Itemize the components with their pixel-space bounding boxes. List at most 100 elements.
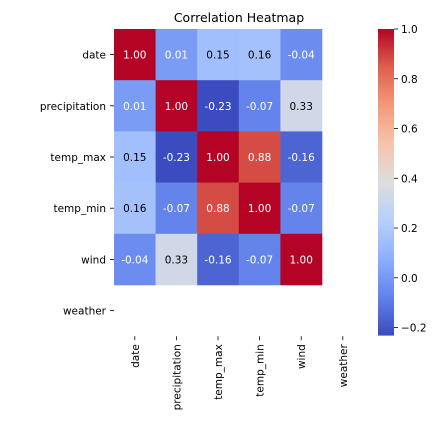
- colorbar-segment: [378, 171, 394, 175]
- colorbar-segment: [378, 284, 394, 288]
- colorbar-segment: [378, 82, 394, 86]
- column-label: wind: [296, 344, 308, 369]
- heatmap-cell: [114, 29, 156, 81]
- colorbar-segment: [378, 289, 394, 293]
- colorbar: 1.0 0.8 0.6 0.4 0.2 0.0 −0.2: [378, 24, 427, 336]
- colorbar-segment: [378, 92, 394, 96]
- heatmap-cell: [238, 182, 281, 235]
- colorbar-segment: [378, 202, 394, 206]
- colorbar-segment: [378, 324, 394, 328]
- colorbar-segment: [378, 235, 394, 239]
- heatmap-cell: [114, 80, 156, 132]
- heatmap-cell: [197, 233, 240, 286]
- colorbar-segment: [378, 164, 394, 168]
- colorbar-segment: [378, 59, 394, 63]
- heatmap-cell: [197, 29, 240, 81]
- heatmap-cell: [280, 29, 323, 81]
- colorbar-segment: [378, 148, 394, 152]
- colorbar-segment: [378, 225, 394, 229]
- cell-annotation: -0.16: [288, 152, 315, 164]
- colorbar-segment: [378, 41, 394, 45]
- heatmap-cell: [155, 80, 198, 132]
- colorbar-tick-label: 0.0: [401, 273, 418, 285]
- cell-annotation: 0.88: [248, 152, 271, 164]
- colorbar-segment: [378, 286, 394, 290]
- colorbar-segment: [378, 281, 394, 285]
- colorbar-segment: [378, 255, 394, 260]
- row-label: precipitation: [40, 101, 106, 113]
- cell-annotation: 1.00: [248, 203, 271, 215]
- cell-annotation: 1.00: [206, 152, 229, 164]
- colorbar-tick-label: −0.2: [401, 323, 427, 335]
- colorbar-segment: [378, 49, 394, 53]
- colorbar-segment: [378, 250, 394, 254]
- colorbar-segment: [378, 217, 394, 221]
- colorbar-segment: [378, 87, 394, 91]
- colorbar-tick-label: 0.6: [401, 124, 418, 136]
- colorbar-segment: [378, 108, 394, 112]
- colorbar-segment: [378, 189, 394, 193]
- colorbar-segment: [378, 100, 394, 104]
- colorbar-segment: [378, 115, 394, 119]
- cell-annotation: -0.07: [163, 203, 190, 215]
- colorbar-segment: [378, 102, 394, 107]
- cell-annotation: 0.16: [123, 203, 147, 215]
- colorbar-segment: [378, 199, 394, 203]
- colorbar-segment: [378, 97, 394, 101]
- colorbar-segment: [378, 67, 394, 71]
- colorbar-segment: [378, 240, 394, 244]
- colorbar-segment: [378, 46, 394, 50]
- cell-annotation: -0.16: [204, 254, 231, 266]
- cell-annotation: 0.16: [248, 50, 272, 62]
- colorbar-segment: [378, 57, 394, 61]
- cell-annotation: -0.04: [288, 50, 315, 62]
- colorbar-segment: [378, 212, 394, 216]
- cell-annotation: 0.15: [123, 152, 146, 164]
- cell-annotation: -0.04: [121, 254, 148, 266]
- row-label: temp_min: [53, 203, 106, 215]
- colorbar-segment: [378, 248, 394, 252]
- colorbar-segment: [378, 304, 394, 308]
- colorbar-segment: [378, 278, 394, 283]
- colorbar-segment: [378, 332, 394, 336]
- colorbar-segment: [378, 69, 394, 73]
- heatmap-cells: 1.00 0.01 0.15 0.16 -0.04 0.01 1.00 -0.23 -0.07 0…: [114, 29, 323, 286]
- cell-annotation: 1.00: [290, 254, 313, 266]
- colorbar-segment: [378, 245, 394, 249]
- colorbar-segment: [378, 136, 394, 140]
- colorbar-segment: [378, 322, 394, 326]
- cell-annotation: 1.00: [165, 101, 188, 113]
- colorbar-segment: [378, 184, 394, 188]
- colorbar-segment: [378, 327, 394, 331]
- colorbar-segment: [378, 179, 394, 183]
- row-label: date: [82, 50, 106, 62]
- colorbar-segment: [378, 204, 394, 209]
- heatmap-cell: [238, 80, 281, 132]
- colorbar-segment: [378, 319, 394, 323]
- colorbar-segment: [378, 29, 394, 33]
- colorbar-segment: [378, 253, 394, 257]
- colorbar-segment: [378, 306, 394, 311]
- colorbar-segment: [378, 296, 394, 300]
- heatmap-cell: [238, 29, 281, 81]
- heatmap-cell: [155, 233, 198, 286]
- colorbar-segment: [378, 273, 394, 277]
- colorbar-segment: [378, 271, 394, 275]
- column-labels: date precipitation temp_max temp_min wind wea…: [130, 336, 350, 410]
- colorbar-segment: [378, 128, 394, 132]
- colorbar-segment: [378, 291, 394, 295]
- cell-annotation: 0.15: [206, 50, 229, 62]
- colorbar-segment: [378, 131, 394, 135]
- colorbar-tick-label: 0.2: [401, 223, 418, 235]
- row-label: wind: [81, 254, 106, 266]
- colorbar-segment: [378, 210, 394, 214]
- colorbar-segment: [378, 159, 394, 163]
- colorbar-segment: [378, 54, 394, 58]
- colorbar-segment: [378, 258, 394, 262]
- colorbar-segment: [378, 197, 394, 201]
- colorbar-segment: [378, 120, 394, 124]
- colorbar-segment: [378, 36, 394, 40]
- heatmap-cell: [197, 182, 240, 235]
